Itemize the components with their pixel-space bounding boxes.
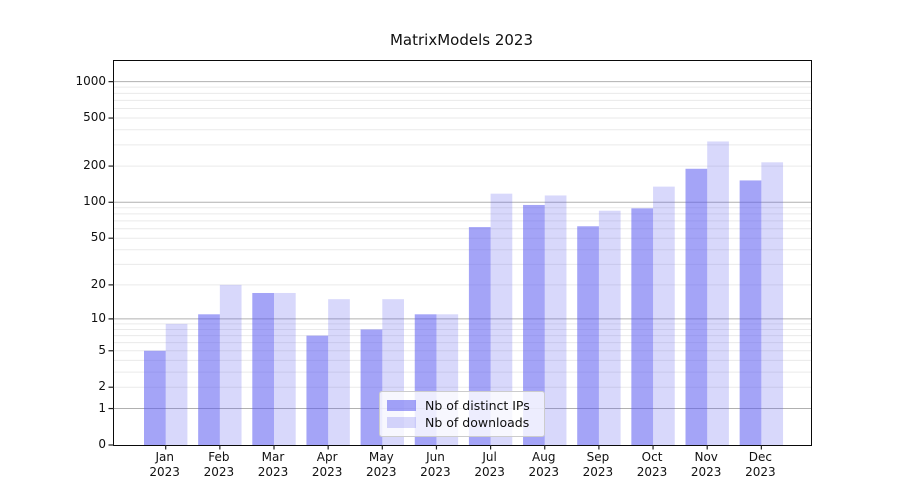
x-tick-label-nov: Nov 2023 <box>690 450 722 479</box>
bar-distinct-ips-sep <box>577 226 599 445</box>
x-tick-label-jun: Jun 2023 <box>420 450 451 479</box>
x-tick-label-dec: Dec 2023 <box>745 450 776 479</box>
bar-distinct-ips-jul <box>468 227 491 445</box>
bar-distinct-ips-dec <box>739 180 762 445</box>
x-tick-label-aug: Aug 2023 <box>528 450 560 479</box>
bar-distinct-ips-jan <box>144 350 166 445</box>
x-tick-label-jul: Jul 2023 <box>474 450 505 479</box>
bar-downloads-sep <box>598 210 621 445</box>
x-tick-label-feb: Feb 2023 <box>203 450 235 479</box>
bar-downloads-oct <box>653 186 675 445</box>
legend-label-distinct-ips: Nb of distinct IPs <box>425 397 530 413</box>
legend-swatch-distinct-ips-icon <box>387 399 416 411</box>
bar-downloads-apr <box>328 299 350 445</box>
bar-downloads-feb <box>219 284 242 445</box>
y-tick-label-2: 2 <box>98 379 106 394</box>
x-tick-label-apr: Apr 2023 <box>311 450 343 479</box>
x-tick-label-may: May 2023 <box>366 450 397 479</box>
y-tick-label-1000: 1000 <box>75 73 106 88</box>
legend: Nb of distinct IPs Nb of downloads <box>379 391 545 437</box>
bar-distinct-ips-mar <box>252 292 274 445</box>
bar-downloads-aug <box>544 195 567 445</box>
legend-swatch-downloads-icon <box>387 417 416 429</box>
x-tick-label-mar: Mar 2023 <box>257 450 289 479</box>
bar-distinct-ips-nov <box>685 168 708 446</box>
y-tick-label-500: 500 <box>83 110 106 125</box>
legend-label-downloads: Nb of downloads <box>425 415 530 431</box>
x-tick-label-oct: Oct 2023 <box>636 450 668 479</box>
y-tick-label-50: 50 <box>90 230 106 245</box>
bar-downloads-mar <box>274 292 296 445</box>
y-tick-label-20: 20 <box>90 276 106 291</box>
bar-downloads-jan <box>165 323 188 445</box>
bar-downloads-nov <box>707 141 729 445</box>
y-tick-label-5: 5 <box>98 342 106 357</box>
bar-distinct-ips-aug <box>523 204 545 445</box>
bar-distinct-ips-apr <box>306 335 329 445</box>
plot-area <box>108 60 812 450</box>
x-tick-label-sep: Sep 2023 <box>582 450 614 479</box>
bar-downloads-dec <box>761 162 784 445</box>
bars-canvas <box>108 81 811 450</box>
y-tick-label-10: 10 <box>90 310 106 325</box>
y-tick-label-200: 200 <box>83 158 106 173</box>
y-tick-label-0: 0 <box>98 437 106 451</box>
bar-distinct-ips-may <box>360 329 383 445</box>
bar-downloads-jul <box>490 193 513 445</box>
y-tick-label-100: 100 <box>83 194 106 209</box>
bar-distinct-ips-feb <box>198 314 220 445</box>
x-tick-label-jan: Jan 2023 <box>149 450 180 479</box>
legend-item-downloads: Nb of downloads <box>387 415 536 430</box>
y-tick-label-1: 1 <box>98 400 106 415</box>
bar-distinct-ips-oct <box>631 208 654 445</box>
chart-title: MatrixModels 2023 <box>389 31 534 49</box>
legend-item-distinct-ips: Nb of distinct IPs <box>387 398 536 413</box>
